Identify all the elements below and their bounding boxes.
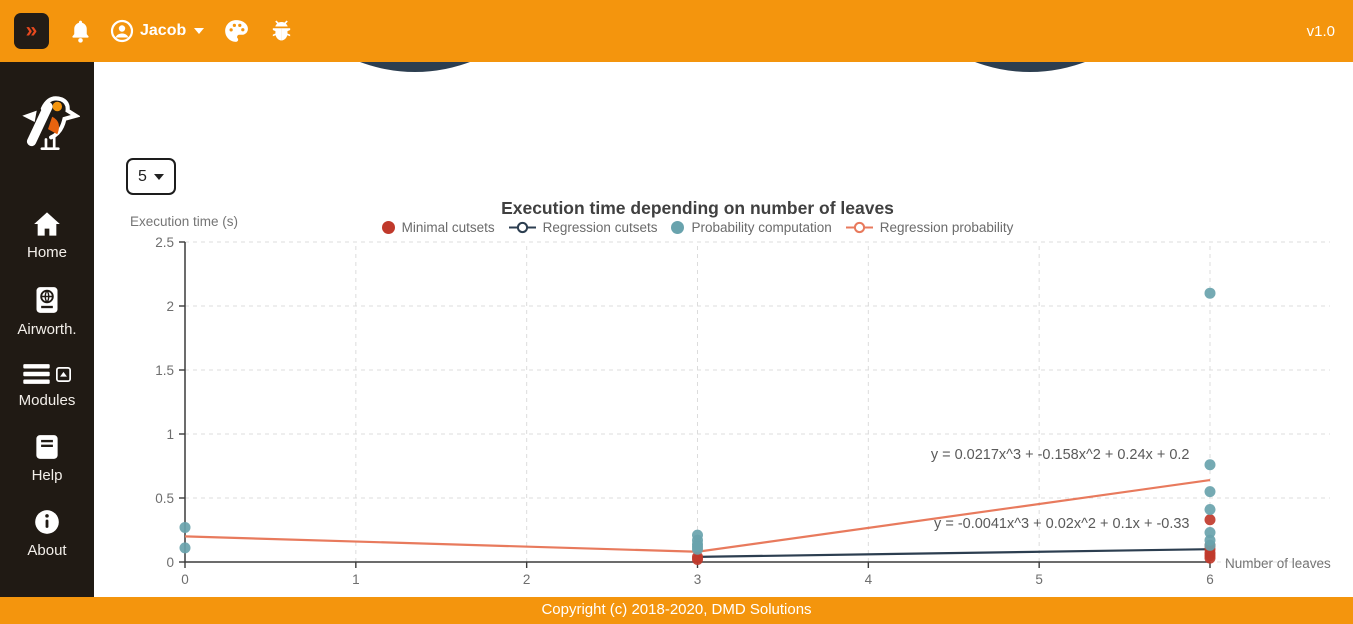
data-point-probability-computation	[1204, 539, 1216, 551]
user-menu[interactable]: Jacob	[110, 19, 205, 43]
sidebar-item-help[interactable]: Help	[0, 430, 94, 488]
chevron-down-icon	[153, 173, 164, 180]
y-tick-label: 2	[166, 299, 174, 314]
main-content: 5 Execution time depending on number of …	[94, 62, 1353, 597]
series-line-regression-cutsets	[697, 548, 1211, 558]
legend-marker-dot-icon	[671, 221, 685, 234]
sidebar-toggle-button[interactable]: »	[14, 13, 49, 49]
data-point-probability-computation	[179, 521, 191, 533]
user-name-label: Jacob	[140, 22, 187, 39]
data-point-probability-computation	[692, 543, 703, 555]
legend-marker-dot-icon	[381, 221, 395, 234]
top-header-bar: » Jacob v1.0	[0, 0, 1353, 62]
execution-time-chart[interactable]: 0 0.5 1 1.5 2 2.5 0 1 2 3 4 5 6 Number of leaves y = 0…	[94, 62, 1353, 597]
legend-marker-line-icon	[508, 221, 536, 234]
sidebar-item-label: Modules	[18, 392, 76, 409]
data-point-probability-computation	[179, 542, 191, 554]
data-point-probability-computation	[1204, 504, 1216, 516]
legend-label: Regression probability	[879, 220, 1014, 235]
passport-globe-icon	[36, 287, 58, 313]
notifications-bell-icon[interactable]	[68, 18, 93, 44]
data-point-minimal-cutsets	[1204, 552, 1216, 564]
sidebar-item-label: About	[27, 542, 67, 559]
y-tick-label: 1	[166, 427, 174, 442]
data-point-probability-computation	[1204, 527, 1216, 539]
sidebar-item-label: Help	[31, 467, 63, 484]
bug-report-icon[interactable]	[268, 18, 295, 44]
info-icon	[35, 510, 59, 534]
scrolled-chart-partial-circle-right	[874, 62, 1186, 72]
y-tick-label: 0	[166, 555, 174, 570]
book-icon	[36, 435, 58, 459]
x-tick-label: 3	[694, 572, 702, 587]
legend-item-minimal-cutsets[interactable]: Minimal cutsets	[381, 220, 495, 235]
sidebar-item-modules[interactable]: Modules	[0, 359, 94, 413]
sidebar-item-label: Home	[26, 244, 67, 261]
sidebar-item-home[interactable]: Home	[0, 207, 94, 265]
regression-equation-label: y = -0.0041x^3 + 0.02x^2 + 0.1x + -0.33	[934, 516, 1189, 532]
theme-palette-icon[interactable]	[223, 18, 249, 44]
sidebar-item-about[interactable]: About	[0, 505, 94, 563]
footer-bar: Copyright (c) 2018-2020, DMD Solutions	[0, 597, 1353, 624]
data-point-probability-computation	[1204, 287, 1216, 299]
legend-item-probability-computation[interactable]: Probability computation	[671, 220, 832, 235]
legend-label: Probability computation	[691, 220, 832, 235]
home-icon	[34, 212, 60, 236]
sidebar-nav: Home Airworth. Modules Help About	[0, 62, 94, 597]
x-axis-title: Number of leaves	[1225, 556, 1331, 571]
y-axis-title: Execution time (s)	[130, 214, 239, 229]
data-point-probability-computation	[1204, 459, 1216, 471]
collapse-caret-icon	[56, 366, 71, 382]
data-point-minimal-cutsets	[1204, 514, 1216, 526]
x-tick-label: 2	[523, 572, 531, 587]
legend-item-regression-probability[interactable]: Regression probability	[845, 220, 1014, 235]
chart-legend: Minimal cutsets Regression cutsets Probabi…	[185, 220, 1210, 235]
sidebar-item-label: Airworth.	[17, 321, 77, 338]
y-tick-label: 2.5	[155, 235, 174, 250]
y-tick-label: 0.5	[155, 491, 174, 506]
x-tick-label: 0	[181, 572, 189, 587]
copyright-label: Copyright (c) 2018-2020, DMD Solutions	[541, 601, 812, 618]
leaves-count-value: 5	[138, 167, 147, 185]
x-tick-label: 5	[1035, 572, 1043, 587]
x-tick-label: 4	[865, 572, 873, 587]
legend-label: Minimal cutsets	[401, 220, 495, 235]
legend-label: Regression cutsets	[542, 220, 658, 235]
data-point-minimal-cutsets	[692, 553, 703, 565]
user-avatar-icon	[110, 19, 134, 43]
legend-marker-line-icon	[845, 221, 873, 234]
legend-item-regression-cutsets[interactable]: Regression cutsets	[508, 220, 658, 235]
regression-equation-label: y = 0.0217x^3 + -0.158x^2 + 0.24x + 0.2	[931, 447, 1190, 463]
scrolled-chart-partial-circle-left	[259, 62, 571, 72]
menu-lines-icon	[23, 364, 50, 384]
x-tick-label: 1	[352, 572, 360, 587]
sidebar-item-airworthiness[interactable]: Airworth.	[0, 282, 94, 342]
app-version-label: v1.0	[1306, 22, 1335, 40]
chart-title: Execution time depending on number of le…	[501, 198, 894, 218]
data-point-probability-computation	[1204, 486, 1216, 498]
leaves-count-select[interactable]: 5	[126, 158, 176, 195]
x-tick-label: 6	[1206, 572, 1214, 587]
robin-bird-logo-icon	[14, 88, 81, 165]
chevron-down-icon	[194, 28, 205, 34]
y-tick-label: 1.5	[155, 363, 174, 378]
